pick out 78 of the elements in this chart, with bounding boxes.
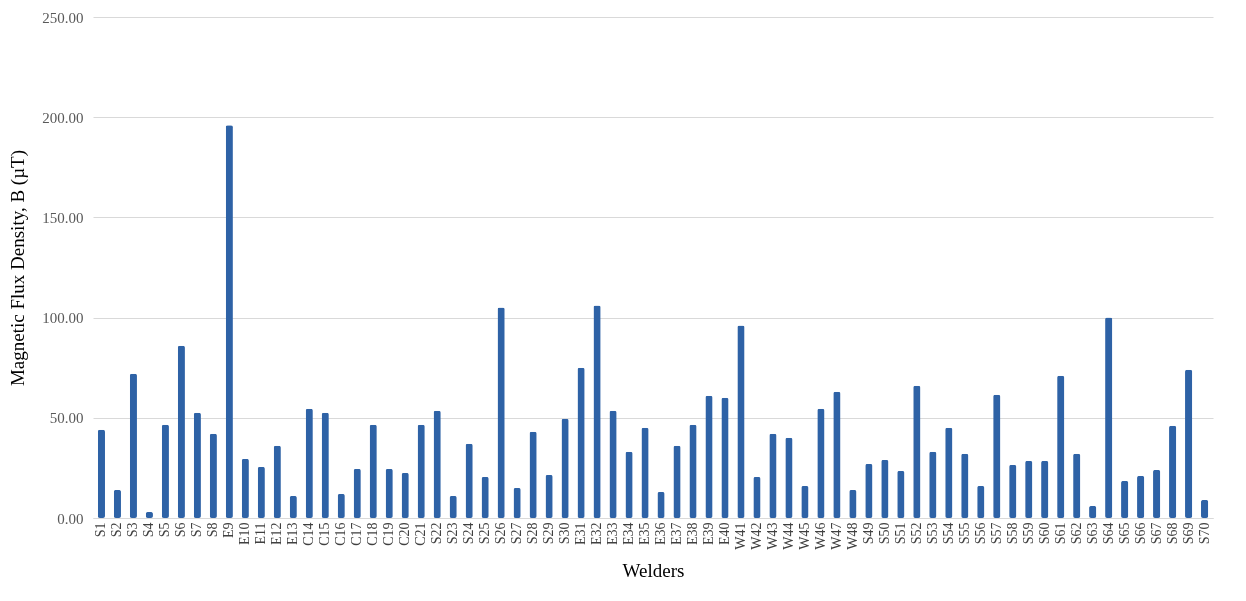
x-tick-label: E35	[637, 522, 653, 546]
y-tick-label: 200.00	[42, 109, 84, 126]
x-tick-label: S27	[509, 522, 525, 545]
x-tick-label: S22	[429, 522, 445, 545]
x-tick-label: S25	[477, 522, 493, 545]
x-tick-label: S51	[892, 522, 908, 545]
x-tick-label: S69	[1180, 522, 1196, 545]
x-tick-label: S8	[205, 522, 221, 538]
x-tick-label: S63	[1084, 522, 1100, 545]
y-tick-label: 100.00	[42, 310, 84, 327]
x-tick-label: E31	[573, 522, 589, 546]
x-tick-label: C14	[301, 522, 317, 546]
x-tick-label: S23	[445, 522, 461, 545]
x-tick-label: S53	[924, 522, 940, 545]
x-tick-label: S55	[956, 522, 972, 545]
x-tick-label: W46	[812, 522, 828, 550]
x-tick-label: C17	[349, 522, 365, 546]
y-tick-label: 250.00	[42, 9, 84, 26]
x-axis-title: Welders	[622, 559, 685, 581]
x-tick-label: S65	[1116, 522, 1132, 545]
x-tick-label: S50	[876, 522, 892, 545]
x-tick-label: E11	[253, 522, 269, 545]
x-tick-label: S58	[1004, 522, 1020, 545]
x-tick-label: S67	[1148, 522, 1164, 545]
x-tick-label: S60	[1036, 522, 1052, 545]
x-tick-label: S4	[141, 522, 157, 538]
x-tick-label: S68	[1164, 522, 1180, 545]
x-tick-label: S7	[189, 522, 205, 538]
x-tick-label: C21	[413, 522, 429, 546]
x-tick-label: S61	[1052, 522, 1068, 545]
x-tick-label: S57	[988, 522, 1004, 545]
x-tick-label: S5	[157, 522, 173, 538]
x-tick-label: W44	[780, 522, 796, 550]
x-tick-label: W42	[748, 522, 764, 550]
x-tick-label: E9	[221, 522, 237, 539]
x-tick-label: E12	[269, 522, 285, 546]
x-tick-label: S6	[173, 522, 189, 538]
x-tick-label: E38	[684, 522, 700, 546]
x-tick-label: C15	[317, 522, 333, 546]
x-tick-label: S54	[940, 522, 956, 545]
x-tick-label: S56	[972, 522, 988, 545]
x-tick-label: S2	[109, 522, 125, 538]
x-tick-label: S64	[1100, 522, 1116, 545]
x-tick-label: S30	[557, 522, 573, 545]
x-tick-label: E34	[621, 522, 637, 546]
x-tick-label: E39	[700, 522, 716, 546]
x-tick-label: S52	[908, 522, 924, 545]
x-tick-label: E36	[652, 522, 668, 546]
x-tick-label: S3	[125, 522, 141, 538]
x-tick-label: S62	[1068, 522, 1084, 545]
x-tick-label: C16	[333, 522, 349, 546]
y-tick-label: 50.00	[49, 410, 84, 427]
x-tick-label: C18	[365, 522, 381, 546]
y-tick-label: 0.00	[57, 510, 84, 527]
x-tick-label: C19	[381, 522, 397, 546]
x-tick-label: E33	[605, 522, 621, 546]
x-tick-label: W48	[844, 522, 860, 550]
x-tick-label: C20	[397, 522, 413, 546]
x-tick-label: S1	[93, 522, 109, 538]
x-tick-label: E13	[285, 522, 301, 546]
x-tick-label: S28	[525, 522, 541, 545]
x-tick-label: W41	[732, 522, 748, 550]
y-axis-title: Magnetic Flux Density, B (µT)	[7, 149, 30, 387]
x-tick-label: E37	[668, 522, 684, 546]
x-tick-label: S49	[860, 522, 876, 545]
x-tick-label: E32	[589, 522, 605, 546]
x-tick-label: S26	[493, 522, 509, 545]
x-tick-label: E40	[716, 522, 732, 546]
y-tick-label: 150.00	[42, 209, 84, 226]
x-tick-label: S66	[1132, 522, 1148, 545]
x-tick-label: E10	[237, 522, 253, 546]
x-tick-label: W43	[764, 522, 780, 550]
x-tick-label: W45	[796, 522, 812, 550]
x-tick-label: S29	[541, 522, 557, 545]
x-tick-label: S59	[1020, 522, 1036, 545]
x-tick-label: W47	[828, 522, 844, 550]
x-tick-label: S70	[1196, 522, 1212, 545]
x-tick-label: S24	[461, 522, 477, 545]
